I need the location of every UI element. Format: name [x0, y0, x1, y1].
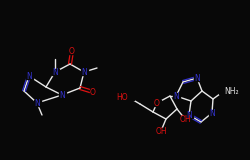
Text: HO: HO [116, 92, 128, 101]
Bar [218, 88, 230, 94]
Text: OH: OH [179, 115, 191, 124]
Text: N: N [209, 108, 215, 117]
Bar [172, 93, 180, 99]
Bar [34, 100, 40, 106]
Text: N: N [52, 68, 58, 76]
Bar [180, 116, 190, 122]
Text: N: N [173, 92, 179, 100]
Bar [156, 128, 166, 134]
Bar [194, 75, 200, 81]
Text: NH₂: NH₂ [224, 87, 238, 96]
Text: O: O [69, 47, 75, 56]
Bar [90, 89, 96, 95]
Bar [186, 112, 192, 118]
Text: O: O [154, 99, 160, 108]
Text: OH: OH [155, 127, 167, 136]
Text: N: N [26, 72, 32, 80]
Bar [154, 100, 160, 106]
Bar [26, 73, 32, 79]
Text: N: N [59, 91, 65, 100]
Text: O: O [90, 88, 96, 96]
Text: N: N [186, 111, 192, 120]
Bar [58, 92, 66, 98]
Text: N: N [81, 68, 87, 76]
Bar [80, 69, 87, 75]
Text: N: N [34, 99, 40, 108]
Bar [68, 48, 75, 54]
Text: N: N [194, 73, 200, 83]
Bar [122, 94, 134, 100]
Bar [52, 69, 59, 75]
Bar [208, 110, 216, 116]
